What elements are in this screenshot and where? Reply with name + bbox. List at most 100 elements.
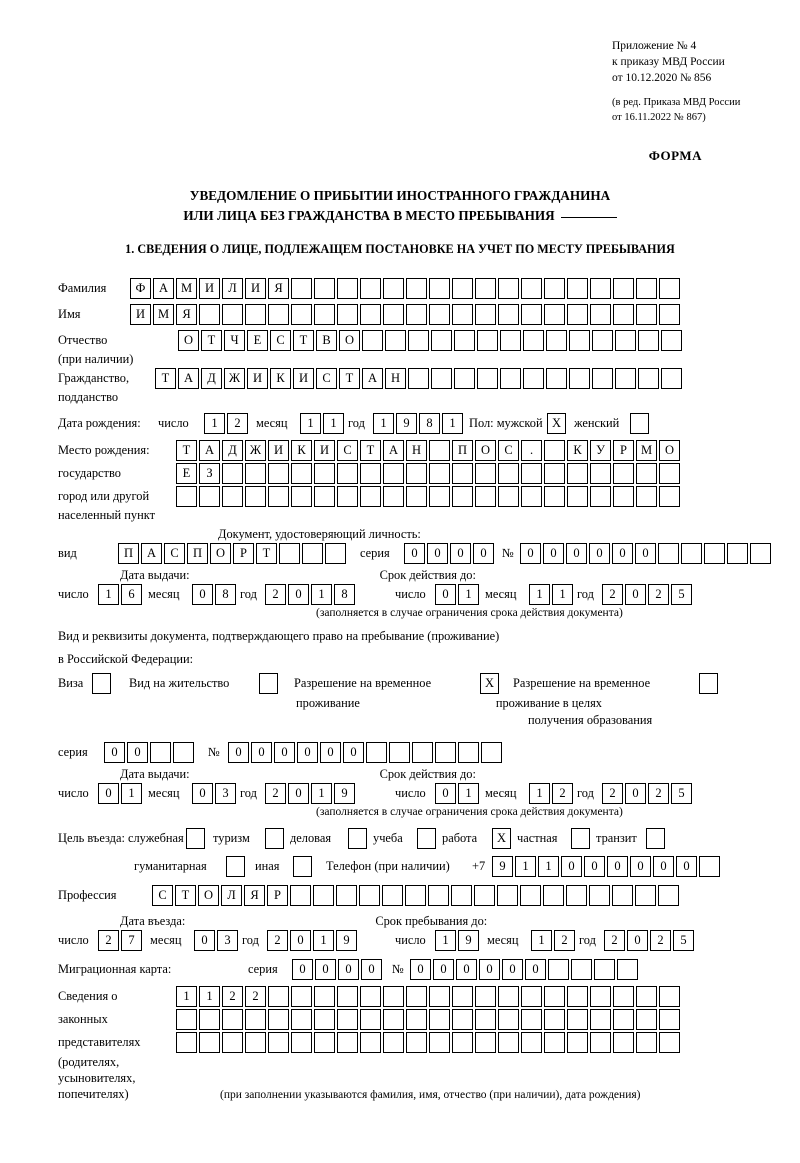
birth-year-field-cell[interactable]: 1 [442,413,463,434]
firstname-field-cell[interactable] [475,304,496,325]
legal-rep-row-1-cell[interactable] [498,986,519,1007]
profession-field-cell[interactable] [566,885,587,906]
birthplace-row-3-cell[interactable] [636,486,657,507]
legal-rep-row-3-cell[interactable] [659,1032,680,1053]
patronymic-field-cell[interactable]: Т [293,330,314,351]
profession-field-cell[interactable] [290,885,311,906]
doc-number-field-cell[interactable] [704,543,725,564]
doc-issue-year-field-cell[interactable]: 0 [288,584,309,605]
doc-issue-month-field-cell[interactable]: 8 [215,584,236,605]
legal-rep-row-1-cell[interactable] [567,986,588,1007]
profession-field-cell[interactable] [520,885,541,906]
legal-rep-row-1-cell[interactable] [613,986,634,1007]
surname-field-cell[interactable]: Л [222,278,243,299]
legal-rep-row-1-cell[interactable] [291,986,312,1007]
doc-issue-day-field-cell[interactable]: 6 [121,584,142,605]
doc-number-field-cell[interactable]: 0 [589,543,610,564]
surname-field-cell[interactable] [475,278,496,299]
phone-field-cell[interactable]: 0 [653,856,674,877]
birthplace-row-2-cell[interactable] [360,463,381,484]
doc-kind-field-cell[interactable]: А [141,543,162,564]
doc-valid-year-field-cell[interactable]: 5 [671,584,692,605]
legal-rep-row-3-cell[interactable] [199,1032,220,1053]
birthplace-row-1-cell[interactable]: Т [360,440,381,461]
doc-kind-field-cell[interactable]: П [118,543,139,564]
patronymic-field-cell[interactable]: О [339,330,360,351]
firstname-field-cell[interactable] [521,304,542,325]
legal-rep-row-2-cell[interactable] [245,1009,266,1030]
purpose-business-checkbox[interactable] [348,828,367,849]
phone-field-cell[interactable]: 0 [561,856,582,877]
patronymic-field-cell[interactable]: В [316,330,337,351]
birthplace-row-3-cell[interactable] [222,486,243,507]
citizenship-field-cell[interactable]: К [270,368,291,389]
doc-number-field-cell[interactable]: 0 [520,543,541,564]
citizenship-field-cell[interactable] [431,368,452,389]
legal-rep-row-1-cell[interactable]: 2 [222,986,243,1007]
stay-valid-year-field-cell[interactable]: 5 [671,783,692,804]
birthplace-row-1-cell[interactable] [429,440,450,461]
legal-rep-row-1-cell[interactable] [406,986,427,1007]
firstname-field-cell[interactable] [429,304,450,325]
patronymic-field-cell[interactable]: Т [201,330,222,351]
birthplace-row-3-cell[interactable] [590,486,611,507]
legal-rep-row-2-cell[interactable] [475,1009,496,1030]
surname-field-cell[interactable] [291,278,312,299]
firstname-field-cell[interactable] [337,304,358,325]
stay-number-field-cell[interactable]: 0 [343,742,364,763]
surname-field-cell[interactable] [636,278,657,299]
stay-number-field-cell[interactable] [481,742,502,763]
mig-number-field-cell[interactable]: 0 [502,959,523,980]
doc-issue-day-field-cell[interactable]: 1 [98,584,119,605]
doc-valid-day-field-cell[interactable]: 0 [435,584,456,605]
citizenship-field-cell[interactable] [546,368,567,389]
stay-valid-day-field-cell[interactable]: 1 [458,783,479,804]
legal-rep-row-2-cell[interactable] [659,1009,680,1030]
birthplace-row-3-cell[interactable] [567,486,588,507]
surname-field-cell[interactable] [406,278,427,299]
profession-field-cell[interactable] [405,885,426,906]
phone-field-cell[interactable]: 0 [584,856,605,877]
birthplace-row-1-cell[interactable]: И [268,440,289,461]
legal-rep-row-3-cell[interactable] [544,1032,565,1053]
stay-series-field-cell[interactable]: 0 [104,742,125,763]
birthplace-row-3-cell[interactable] [245,486,266,507]
surname-field-cell[interactable] [314,278,335,299]
phone-field-cell[interactable] [699,856,720,877]
mig-series-field-cell[interactable]: 0 [361,959,382,980]
surname-field-cell[interactable]: И [245,278,266,299]
doc-series-field-cell[interactable]: 0 [473,543,494,564]
patronymic-field-cell[interactable]: О [178,330,199,351]
profession-field-cell[interactable] [658,885,679,906]
profession-field-cell[interactable] [589,885,610,906]
birthplace-row-3-cell[interactable] [176,486,197,507]
patronymic-field-cell[interactable] [546,330,567,351]
legal-rep-row-2-cell[interactable] [199,1009,220,1030]
birthplace-row-2-cell[interactable] [222,463,243,484]
birth-day-field-cell[interactable]: 2 [227,413,248,434]
citizenship-field-cell[interactable]: Т [155,368,176,389]
doc-valid-month-field-cell[interactable]: 1 [552,584,573,605]
entry-day-field-cell[interactable]: 7 [121,930,142,951]
citizenship-field-cell[interactable] [569,368,590,389]
patronymic-field-cell[interactable]: Ч [224,330,245,351]
firstname-field-cell[interactable] [406,304,427,325]
firstname-field-cell[interactable]: И [130,304,151,325]
citizenship-field-cell[interactable] [454,368,475,389]
stay-until-day-field-cell[interactable]: 9 [458,930,479,951]
residence-permit-checkbox[interactable] [259,673,278,694]
legal-rep-row-2-cell[interactable] [429,1009,450,1030]
birthplace-row-1-cell[interactable]: У [590,440,611,461]
purpose-humanitarian-checkbox[interactable] [226,856,245,877]
stay-valid-month-field-cell[interactable]: 2 [552,783,573,804]
doc-valid-year-field-cell[interactable]: 0 [625,584,646,605]
legal-rep-row-1-cell[interactable] [475,986,496,1007]
entry-day-field-cell[interactable]: 2 [98,930,119,951]
birthplace-row-3-cell[interactable] [452,486,473,507]
stay-number-field-cell[interactable]: 0 [320,742,341,763]
legal-rep-row-1-cell[interactable] [429,986,450,1007]
citizenship-field-cell[interactable]: Н [385,368,406,389]
surname-field-cell[interactable] [429,278,450,299]
birth-day-field-cell[interactable]: 1 [204,413,225,434]
stay-until-year-field-cell[interactable]: 5 [673,930,694,951]
